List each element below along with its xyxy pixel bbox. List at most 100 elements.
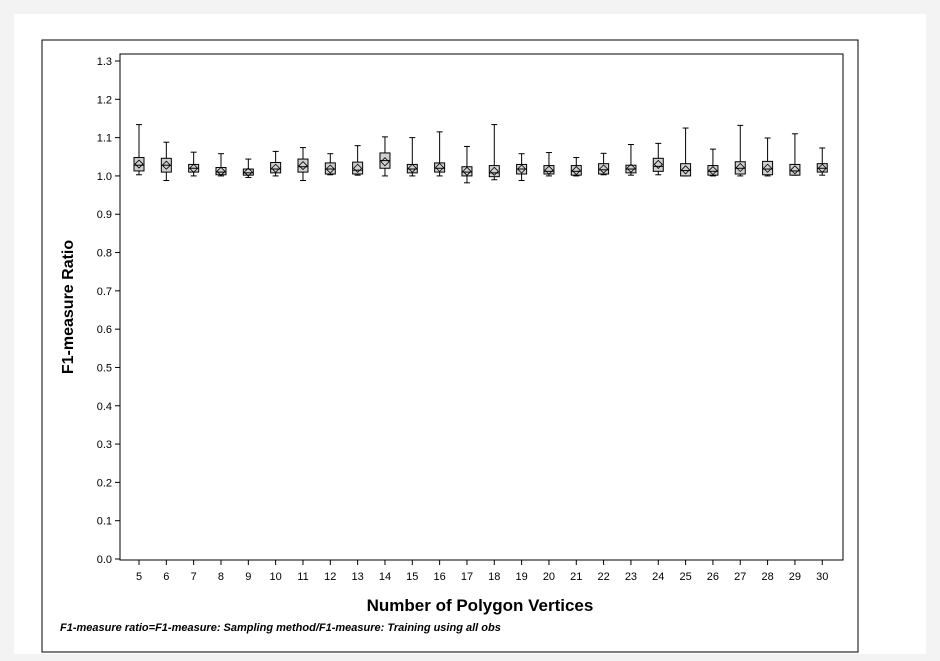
x-tick-label: 11 xyxy=(297,571,308,583)
box-28 xyxy=(762,137,774,177)
iqr-box xyxy=(434,162,446,173)
box-9 xyxy=(242,158,254,178)
x-tick-label: 13 xyxy=(352,571,364,583)
x-tick-label: 27 xyxy=(734,571,746,583)
x-tick-label: 25 xyxy=(679,571,691,583)
mean-marker xyxy=(298,161,308,171)
x-tick-label: 21 xyxy=(570,571,582,583)
iqr-box xyxy=(652,157,664,172)
box-14 xyxy=(379,136,391,177)
mean-marker xyxy=(544,165,554,175)
x-tick-label: 30 xyxy=(816,571,828,583)
box-18 xyxy=(488,124,500,181)
mean-marker xyxy=(599,164,609,174)
mean-marker xyxy=(134,159,144,169)
mean-marker xyxy=(763,163,773,173)
mean-marker xyxy=(708,165,718,176)
mean-marker xyxy=(353,163,363,173)
x-tick-label: 24 xyxy=(652,571,664,583)
y-axis-label: F1-measure Ratio xyxy=(60,240,77,374)
iqr-box xyxy=(789,163,801,176)
box-25 xyxy=(680,127,692,177)
x-tick-label: 10 xyxy=(270,571,282,583)
x-tick-label: 14 xyxy=(379,571,391,583)
y-tick-label: 0.8 xyxy=(97,248,112,260)
x-tick-label: 12 xyxy=(324,571,336,583)
chart-footnote: F1-measure ratio=F1-measure: Sampling me… xyxy=(60,622,501,634)
x-tick-label: 20 xyxy=(543,571,555,583)
iqr-box xyxy=(488,165,500,178)
box-24 xyxy=(652,142,664,176)
x-tick-label: 8 xyxy=(218,571,224,583)
iqr-box xyxy=(461,166,473,177)
iqr-box xyxy=(352,161,364,175)
x-tick-label: 26 xyxy=(707,571,719,583)
mean-marker xyxy=(462,166,472,176)
outer-frame xyxy=(41,39,859,653)
box-27 xyxy=(734,124,746,177)
box-12 xyxy=(324,153,336,176)
y-tick-label: 0.5 xyxy=(97,362,112,374)
box-series xyxy=(133,124,828,184)
box-30 xyxy=(816,147,828,176)
box-22 xyxy=(598,152,610,176)
box-23 xyxy=(625,144,637,176)
mean-marker xyxy=(380,157,390,167)
y-tick-label: 1.3 xyxy=(97,56,112,68)
iqr-box xyxy=(762,160,774,176)
x-tick-label: 9 xyxy=(245,571,251,583)
iqr-box xyxy=(242,168,254,176)
box-15 xyxy=(406,137,418,177)
mean-marker xyxy=(571,165,581,176)
box-6 xyxy=(160,141,172,182)
box-20 xyxy=(543,152,555,177)
y-tick-label: 0.2 xyxy=(97,477,112,489)
x-tick-label: 15 xyxy=(406,571,418,583)
mean-marker xyxy=(189,163,199,173)
y-tick-label: 1.0 xyxy=(97,171,112,183)
iqr-box xyxy=(297,158,309,173)
box-26 xyxy=(707,148,719,177)
box-29 xyxy=(789,133,801,176)
mean-marker xyxy=(681,165,691,175)
mean-marker xyxy=(161,160,171,170)
iqr-box xyxy=(680,163,692,177)
y-tick-label: 1.1 xyxy=(97,133,112,145)
plot-area xyxy=(119,53,844,561)
y-tick-label: 0.6 xyxy=(97,324,112,336)
y-tick-label: 0.3 xyxy=(97,439,112,451)
mean-marker xyxy=(626,163,636,173)
iqr-box xyxy=(133,157,145,172)
mean-marker xyxy=(407,163,417,173)
box-plot-chart: 0.0 0.1 0.2 0.3 0.4 0.5 0.6 0.7 0.8 0.9 1.0 1.1 1.2 1… xyxy=(41,39,859,653)
iqr-box xyxy=(598,163,610,175)
x-tick-label: 19 xyxy=(515,571,527,583)
mean-marker xyxy=(817,163,827,173)
mean-marker xyxy=(653,159,663,169)
mean-marker xyxy=(325,164,335,174)
x-tick-label: 7 xyxy=(191,571,197,583)
x-tick-label: 18 xyxy=(488,571,500,583)
box-11 xyxy=(297,147,309,182)
x-tick-label: 5 xyxy=(136,571,142,583)
x-tick-label: 28 xyxy=(761,571,773,583)
box-16 xyxy=(434,131,446,177)
x-axis-label: Number of Polygon Vertices xyxy=(367,596,594,615)
iqr-box xyxy=(570,165,582,176)
x-tick-label: 6 xyxy=(163,571,169,583)
iqr-box xyxy=(707,165,719,176)
mean-marker xyxy=(790,165,800,175)
y-tick-label: 0.1 xyxy=(97,516,112,528)
mean-marker xyxy=(489,166,499,176)
mean-marker xyxy=(735,162,745,173)
box-5 xyxy=(133,124,145,176)
box-7 xyxy=(188,151,200,177)
x-tick-label: 17 xyxy=(461,571,473,583)
mean-marker xyxy=(435,162,445,173)
x-axis: 5 6 7 8 9 10 11 12 13 14 15 16 17 18 19 20 21 22 23 24 25 26 2… xyxy=(136,560,828,583)
chart-sheet: 0.0 0.1 0.2 0.3 0.4 0.5 0.6 0.7 0.8 0.9 1.0 1.1 1.2 1… xyxy=(14,14,926,654)
iqr-box xyxy=(270,162,282,174)
y-tick-label: 0.9 xyxy=(97,209,112,221)
mean-marker xyxy=(243,167,253,177)
box-8 xyxy=(215,153,227,177)
